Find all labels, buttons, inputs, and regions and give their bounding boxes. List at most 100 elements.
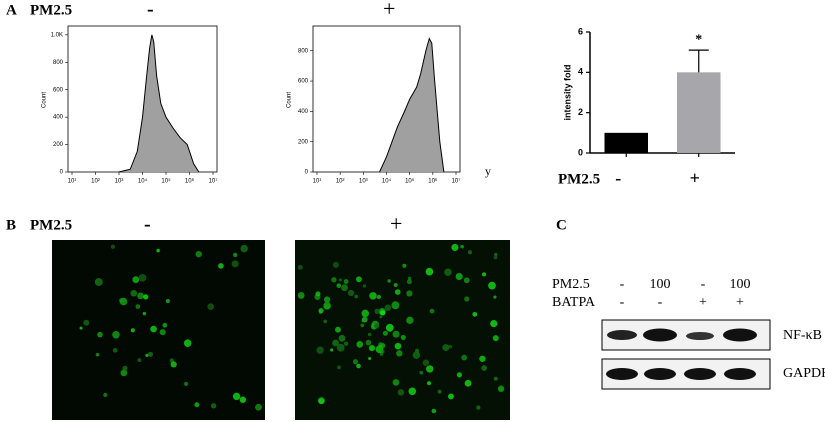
cell-spot: [493, 255, 498, 260]
cell-spot: [323, 319, 328, 324]
cell-spot: [400, 334, 406, 340]
cell-spot: [210, 403, 217, 409]
cell-spot: [412, 351, 421, 359]
cell-spot: [492, 335, 499, 342]
cell-spot: [356, 340, 364, 348]
cell-spot: [255, 403, 262, 411]
cell-spot: [374, 308, 380, 314]
cell-spot: [147, 351, 153, 357]
x-tick-label: 10⁵: [161, 178, 171, 185]
cell-spot: [369, 292, 377, 300]
x-tick-label: 10⁷: [452, 178, 461, 185]
condition-label: PM2.5: [30, 217, 72, 233]
y-tick-label: 200: [53, 142, 64, 148]
y-tick-label: 0: [578, 147, 583, 157]
cell-spot: [464, 296, 470, 302]
cell-spot: [419, 370, 424, 375]
cell-spot: [382, 330, 388, 336]
blot-cell: -: [620, 295, 625, 310]
cell-spot: [407, 276, 412, 281]
y-tick-label: 2: [578, 107, 583, 117]
cell-spot: [323, 302, 331, 310]
cell-spot: [380, 343, 386, 349]
x-tick-label: 10⁵: [405, 178, 415, 185]
cell-spot: [165, 299, 170, 304]
cell-spot: [112, 330, 120, 339]
x-tick-label: 10⁶: [428, 178, 438, 185]
cell-spot: [79, 326, 83, 330]
band: [607, 330, 637, 340]
blot-cell: 100: [650, 277, 671, 292]
panel-label: A: [6, 2, 17, 18]
cell-spot: [145, 353, 149, 357]
band: [606, 368, 638, 380]
cell-spot: [159, 329, 166, 336]
cell-spot: [95, 280, 100, 284]
x-tick-label: 10⁷: [209, 178, 218, 185]
cell-spot: [341, 284, 348, 292]
cell-spot: [356, 276, 362, 283]
cell-spot: [384, 304, 392, 311]
cell-spot: [361, 319, 365, 323]
cell-spot: [391, 301, 400, 310]
y-tick-label: 4: [578, 67, 583, 77]
cell-spot: [162, 322, 168, 328]
cell-spot: [352, 359, 359, 365]
cell-spot: [103, 392, 108, 398]
cell-spot: [397, 389, 405, 396]
cell-spot: [425, 267, 434, 276]
cell-spot: [392, 330, 400, 338]
cell-spot: [408, 387, 417, 396]
annotation: *: [695, 32, 702, 47]
cell-spot: [330, 348, 334, 352]
cell-spot: [385, 323, 394, 332]
x-tick-label: -: [615, 168, 621, 188]
cell-spot: [195, 250, 202, 258]
cell-spot: [233, 252, 238, 258]
micrograph: [52, 240, 265, 420]
cell-spot: [137, 292, 144, 300]
cell-spot: [493, 295, 497, 299]
cell-spot: [463, 277, 470, 284]
cell-spot: [122, 365, 128, 371]
y-tick-label: 800: [298, 48, 309, 54]
cell-spot: [476, 405, 481, 410]
cell-spot: [324, 299, 330, 305]
panel-label: C: [556, 217, 567, 233]
row-label: BATPA: [552, 295, 596, 310]
cell-spot: [120, 369, 128, 377]
band: [723, 328, 757, 342]
cell-spot: [112, 348, 118, 353]
cell-spot: [218, 263, 224, 269]
cell-spot: [380, 310, 386, 316]
cell-spot: [422, 359, 430, 366]
y-tick-label: 200: [298, 139, 309, 145]
cell-spot: [356, 363, 361, 369]
cell-spot: [332, 339, 339, 347]
cell-spot: [429, 308, 435, 314]
blot-cell: +: [736, 295, 744, 310]
y-tick-label: 600: [53, 87, 64, 93]
cell-spot: [447, 393, 454, 400]
cell-spot: [448, 344, 453, 349]
cell-spot: [231, 260, 239, 268]
cell-spot: [343, 341, 349, 346]
cell-spot: [170, 361, 177, 368]
cell-spot: [381, 350, 385, 354]
cell-spot: [393, 282, 398, 288]
cell-spot: [354, 294, 359, 299]
x-tick-label: 10⁴: [382, 178, 392, 185]
band: [724, 368, 756, 380]
condition-minus: -: [144, 214, 151, 236]
x-tick-label: 10⁴: [138, 178, 148, 185]
x-tick-label: 10³: [115, 179, 124, 185]
x-tick-label: 10⁶: [185, 178, 195, 185]
cell-spot: [464, 379, 472, 387]
y-tick-label: 600: [298, 79, 309, 85]
cell-spot: [331, 277, 337, 283]
cell-spot: [482, 272, 487, 277]
cell-spot: [297, 292, 305, 299]
x-tick-label: +: [690, 168, 700, 188]
cell-spot: [451, 243, 459, 251]
